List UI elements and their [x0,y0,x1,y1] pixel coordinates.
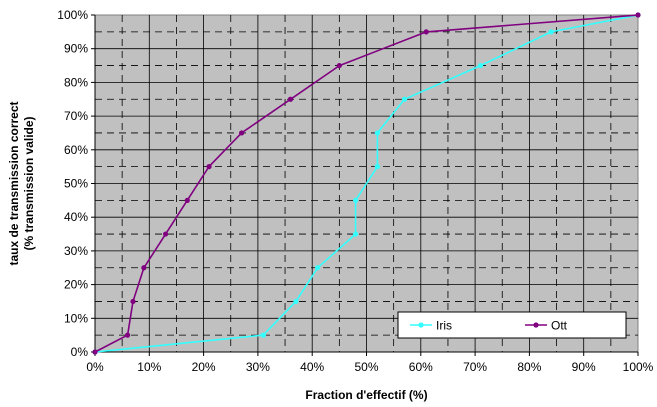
y-tick-label: 10% [64,311,88,325]
data-point-iris [374,164,380,170]
data-point-ott [130,298,136,305]
x-tick-labels: 0% 10% 20% 30% 40% 50% 60% 70% 80% 90% 100% [86,360,653,374]
x-tick-label: 0% [86,360,104,374]
data-point-iris [260,332,266,338]
x-tick-label: 100% [623,360,654,374]
data-point-ott [423,29,429,35]
data-point-iris [477,62,484,69]
x-tick-label: 40% [300,360,324,374]
data-point-ott [336,62,342,69]
x-tick-label: 60% [409,360,433,374]
x-tick-label: 30% [246,360,270,374]
data-point-ott [92,349,98,355]
data-point-iris [401,96,408,102]
y-tick-label: 30% [64,244,88,258]
data-point-ott [124,332,131,338]
x-tick-label: 20% [192,360,216,374]
data-point-ott [635,12,641,18]
y-tick-label: 0% [71,345,89,359]
y-axis-title-line-2: (% transmission valide) [22,116,36,250]
y-tick-label: 90% [64,42,88,56]
x-axis-title: Fraction d'effectif (%) [305,388,427,402]
y-tick-labels: 0% 10% 20% 30% 40% 50% 60% 70% 80% 90% 100% [57,8,88,359]
data-point-iris [353,231,359,237]
series-line-ott [94,14,639,353]
x-tick-label: 80% [517,360,541,374]
x-tick-label: 70% [463,360,487,374]
legend-box [397,311,627,339]
data-point-iris [353,197,359,203]
data-point-ott [141,265,147,271]
x-tick-label: 90% [572,360,596,374]
series-lines [92,12,641,355]
legend: Iris Ott [397,311,627,339]
data-point-ott [184,197,190,203]
data-point-iris [293,298,299,305]
y-tick-label: 80% [64,75,88,89]
legend-label-ott: Ott [551,319,568,333]
y-tick-label: 50% [64,177,88,191]
x-tick-label: 50% [354,360,378,374]
data-point-ott [287,96,294,102]
axes [91,14,639,356]
y-tick-label: 100% [57,8,88,22]
legend-marker-ott [533,322,539,328]
legend-marker-iris [418,322,424,328]
data-point-iris [315,265,321,271]
data-point-iris [548,29,554,35]
data-point-ott [206,164,212,170]
series-line-iris [94,14,639,353]
y-axis-title-line-1: taux de transmission correct [7,101,21,265]
data-point-ott [239,130,245,136]
legend-label-iris: Iris [436,319,452,333]
data-point-ott [162,231,169,237]
y-tick-label: 60% [64,143,88,157]
x-tick-label: 10% [137,360,161,374]
y-tick-label: 20% [64,278,88,292]
y-tick-label: 40% [64,210,88,224]
y-tick-label: 70% [64,109,88,123]
data-point-iris [374,130,380,136]
